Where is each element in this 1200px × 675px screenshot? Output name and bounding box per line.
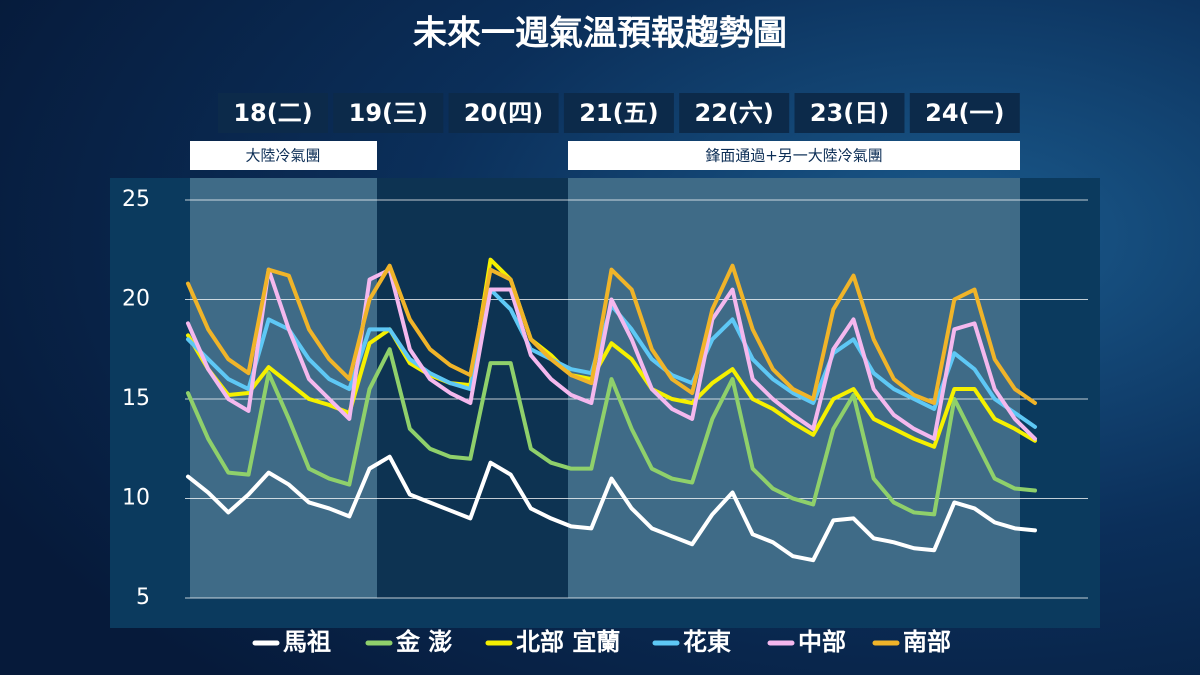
series-line xyxy=(186,263,1037,405)
day-box xyxy=(218,93,328,133)
annotation-box xyxy=(190,141,377,170)
day-box xyxy=(333,93,444,133)
day-label: 23(日) xyxy=(810,99,889,127)
y-tick-label: 10 xyxy=(122,486,150,511)
series-line xyxy=(186,267,1037,441)
legend-label: 北部 宜蘭 xyxy=(516,628,620,656)
legend-label: 金 澎 xyxy=(395,628,452,656)
day-label: 24(一) xyxy=(925,99,1004,127)
legend-label: 馬祖 xyxy=(283,628,331,656)
day-label: 22(六) xyxy=(695,99,774,127)
annotation-box xyxy=(568,141,1020,170)
y-tick-label: 20 xyxy=(122,287,150,312)
day-label: 20(四) xyxy=(464,99,543,127)
series-line xyxy=(186,347,1037,517)
day-box xyxy=(679,93,790,133)
y-tick-label: 25 xyxy=(122,187,150,212)
legend-label: 中部 xyxy=(798,628,846,656)
day-box xyxy=(909,93,1020,133)
day-label: 19(三) xyxy=(349,99,428,127)
day-label: 18(二) xyxy=(233,99,312,127)
series-line xyxy=(186,257,1037,449)
chart-title: 未來一週氣溫預報趨勢圖 xyxy=(413,14,787,54)
day-label: 21(五) xyxy=(579,99,658,127)
y-tick-label: 5 xyxy=(136,585,150,610)
day-box xyxy=(563,93,674,133)
series-line xyxy=(186,454,1037,563)
y-tick-label: 15 xyxy=(122,386,150,411)
annotation: 大陸冷氣團 xyxy=(245,147,320,165)
legend-label: 南部 xyxy=(903,628,951,656)
day-box xyxy=(448,93,559,133)
day-box xyxy=(794,93,905,133)
annotation: 鋒面通過+另一大陸冷氣團 xyxy=(705,147,883,165)
legend-label: 花東 xyxy=(683,628,731,656)
